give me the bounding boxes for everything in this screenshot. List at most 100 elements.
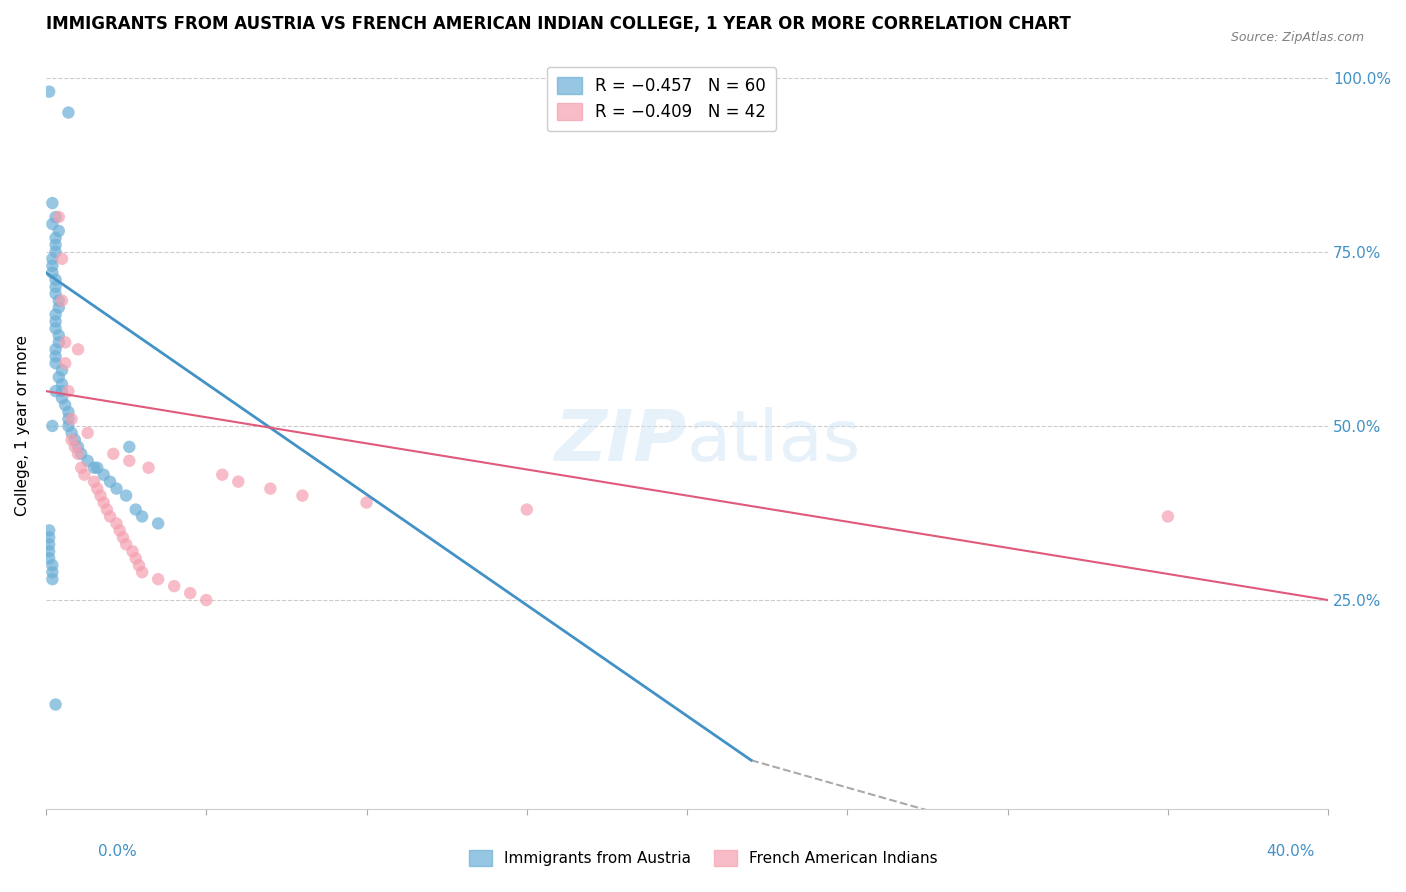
Point <box>131 565 153 579</box>
Point <box>38 551 60 566</box>
Point <box>48 301 70 315</box>
Point <box>98 509 121 524</box>
Point <box>41 572 63 586</box>
Point <box>58 419 80 434</box>
Point <box>66 447 89 461</box>
Point <box>38 530 60 544</box>
Text: Source: ZipAtlas.com: Source: ZipAtlas.com <box>1230 31 1364 45</box>
Point <box>58 105 80 120</box>
Point <box>63 440 86 454</box>
Point <box>48 293 70 308</box>
Point <box>70 447 93 461</box>
Point <box>118 454 141 468</box>
Point <box>86 460 108 475</box>
Point <box>45 210 67 224</box>
Point <box>41 259 63 273</box>
Point <box>128 558 150 573</box>
Point <box>41 558 63 573</box>
Point <box>41 419 63 434</box>
Point <box>146 516 169 531</box>
Point <box>41 565 63 579</box>
Point <box>45 286 67 301</box>
Point <box>66 440 89 454</box>
Point <box>45 343 67 357</box>
Point <box>41 266 63 280</box>
Point <box>45 321 67 335</box>
Point <box>45 273 67 287</box>
Point <box>63 433 86 447</box>
Point <box>41 196 63 211</box>
Point <box>51 363 73 377</box>
Point <box>48 224 70 238</box>
Point <box>38 524 60 538</box>
Point <box>51 384 73 398</box>
Point <box>83 460 105 475</box>
Point <box>60 425 83 440</box>
Point <box>259 482 281 496</box>
Point <box>45 231 67 245</box>
Point <box>48 328 70 343</box>
Y-axis label: College, 1 year or more: College, 1 year or more <box>15 335 30 516</box>
Point <box>45 314 67 328</box>
Point <box>103 447 125 461</box>
Point <box>51 293 73 308</box>
Point <box>48 370 70 384</box>
Point <box>131 509 153 524</box>
Point <box>96 502 118 516</box>
Point <box>125 502 148 516</box>
Point <box>60 433 83 447</box>
Point <box>53 335 76 350</box>
Legend: Immigrants from Austria, French American Indians: Immigrants from Austria, French American… <box>460 841 946 875</box>
Legend: R = −0.457   N = 60, R = −0.409   N = 42: R = −0.457 N = 60, R = −0.409 N = 42 <box>547 67 776 131</box>
Point <box>53 398 76 412</box>
Point <box>138 460 160 475</box>
Point <box>58 412 80 426</box>
Point <box>66 343 89 357</box>
Point <box>48 335 70 350</box>
Point <box>1157 509 1180 524</box>
Point <box>45 356 67 370</box>
Point <box>73 467 96 482</box>
Point <box>125 551 148 566</box>
Point <box>146 572 169 586</box>
Point <box>118 440 141 454</box>
Point <box>58 384 80 398</box>
Point <box>38 537 60 551</box>
Point <box>41 217 63 231</box>
Point <box>38 544 60 558</box>
Point <box>45 238 67 252</box>
Point <box>105 516 128 531</box>
Point <box>291 489 314 503</box>
Point <box>115 537 138 551</box>
Point <box>226 475 249 489</box>
Point <box>51 252 73 266</box>
Point <box>60 412 83 426</box>
Text: 40.0%: 40.0% <box>1267 845 1315 859</box>
Point <box>51 377 73 392</box>
Point <box>163 579 186 593</box>
Point <box>179 586 201 600</box>
Point <box>45 698 67 712</box>
Text: IMMIGRANTS FROM AUSTRIA VS FRENCH AMERICAN INDIAN COLLEGE, 1 YEAR OR MORE CORREL: IMMIGRANTS FROM AUSTRIA VS FRENCH AMERIC… <box>46 15 1071 33</box>
Point <box>76 454 98 468</box>
Point <box>38 85 60 99</box>
Point <box>89 489 111 503</box>
Point <box>356 495 378 509</box>
Point <box>53 356 76 370</box>
Point <box>86 482 108 496</box>
Point <box>98 475 121 489</box>
Text: 0.0%: 0.0% <box>98 845 138 859</box>
Point <box>48 210 70 224</box>
Point <box>45 244 67 259</box>
Point <box>105 482 128 496</box>
Point <box>115 489 138 503</box>
Point <box>41 252 63 266</box>
Point <box>45 349 67 363</box>
Point <box>195 593 218 607</box>
Point <box>93 467 115 482</box>
Point <box>45 279 67 293</box>
Point <box>70 460 93 475</box>
Point <box>121 544 143 558</box>
Text: atlas: atlas <box>688 407 862 475</box>
Point <box>108 524 131 538</box>
